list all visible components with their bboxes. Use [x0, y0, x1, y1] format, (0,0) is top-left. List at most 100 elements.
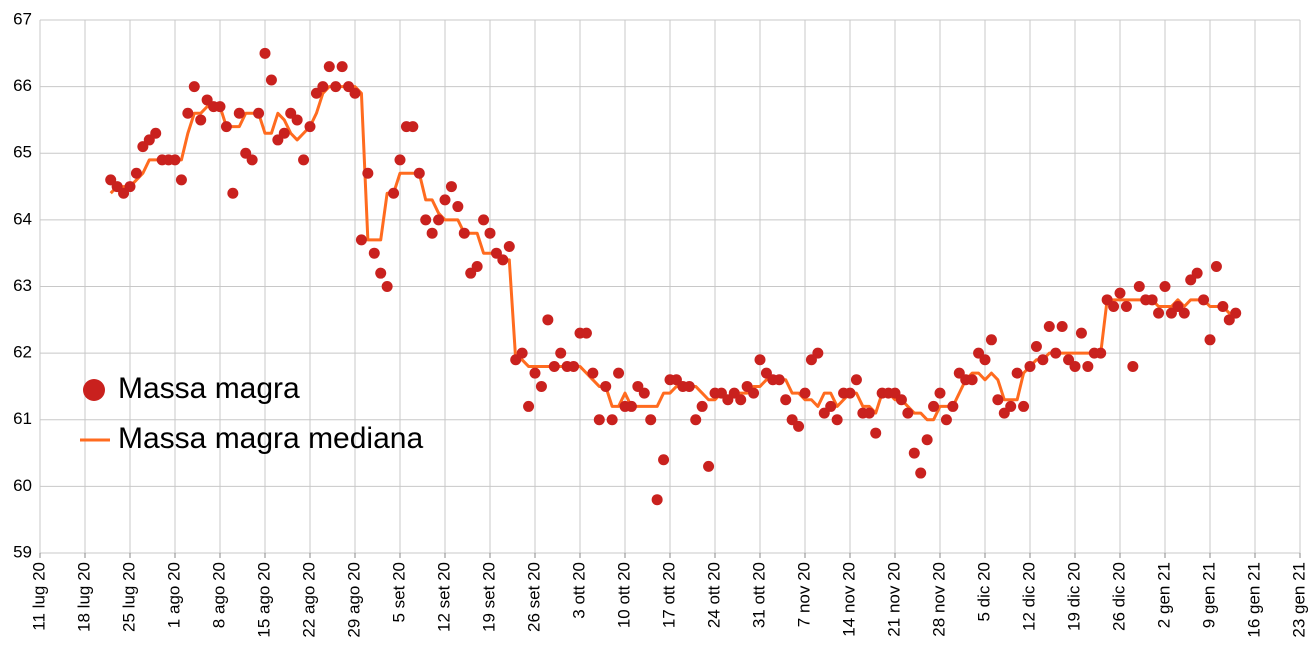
data-point [1108, 300, 1120, 312]
data-point [850, 374, 862, 386]
x-tick-label: 7 nov 20 [794, 562, 813, 627]
data-point [863, 407, 875, 419]
data-point [645, 414, 657, 426]
data-point [188, 81, 200, 93]
data-point [220, 121, 232, 133]
x-tick-label: 26 set 20 [524, 562, 543, 632]
data-point [638, 387, 650, 399]
data-point [1217, 300, 1229, 312]
y-tick-label: 59 [13, 542, 32, 561]
data-point [600, 380, 612, 392]
data-point [278, 127, 290, 139]
x-tick-label: 3 ott 20 [569, 562, 588, 619]
data-point [529, 367, 541, 379]
data-point [426, 227, 438, 239]
data-point [799, 387, 811, 399]
data-point [246, 154, 258, 166]
legend-text: Massa magra mediana [118, 422, 423, 455]
x-tick-label: 24 ott 20 [704, 562, 723, 628]
data-point [1005, 400, 1017, 412]
data-point [375, 267, 387, 279]
data-point [535, 380, 547, 392]
data-point [947, 400, 959, 412]
data-point [227, 187, 239, 199]
data-point [606, 414, 618, 426]
data-point [439, 194, 451, 206]
data-point [934, 387, 946, 399]
x-tick-label: 5 set 20 [389, 562, 408, 623]
data-point [368, 247, 380, 259]
data-point [1011, 367, 1023, 379]
data-point [754, 354, 766, 366]
x-tick-label: 29 ago 20 [344, 562, 363, 638]
data-point [150, 127, 162, 139]
data-point [394, 154, 406, 166]
data-point [1159, 281, 1171, 292]
data-point [407, 121, 419, 133]
legend-marker [83, 379, 105, 401]
x-tick-label: 12 dic 20 [1019, 562, 1038, 631]
y-tick-label: 64 [13, 209, 32, 228]
data-point [613, 367, 625, 379]
data-point [1075, 327, 1087, 339]
data-point [1198, 294, 1210, 306]
data-point [1120, 300, 1132, 312]
data-point [908, 447, 920, 459]
data-point [381, 281, 393, 292]
y-tick-label: 63 [13, 276, 32, 295]
x-tick-label: 10 ott 20 [614, 562, 633, 628]
x-tick-label: 19 set 20 [479, 562, 498, 632]
data-point [773, 374, 785, 386]
data-point [985, 334, 997, 346]
data-point [1210, 261, 1222, 273]
data-point [1069, 360, 1081, 372]
data-point [336, 61, 348, 73]
data-point [979, 354, 991, 366]
data-point [445, 181, 457, 193]
x-tick-label: 19 dic 20 [1064, 562, 1083, 631]
data-point [259, 47, 271, 59]
data-point [651, 494, 663, 506]
data-point [1030, 340, 1042, 352]
data-point [1146, 294, 1158, 306]
y-tick-label: 60 [13, 476, 32, 495]
data-point [1043, 320, 1055, 332]
data-point [735, 394, 747, 406]
data-point [124, 181, 136, 193]
data-point [195, 114, 207, 126]
x-tick-label: 25 lug 20 [119, 562, 138, 632]
data-point [516, 347, 528, 359]
x-tick-label: 11 lug 20 [29, 562, 48, 631]
data-point [214, 101, 226, 113]
data-point [1024, 360, 1036, 372]
data-point [349, 87, 361, 99]
y-tick-label: 66 [13, 76, 32, 95]
data-point [471, 261, 483, 273]
data-point [1037, 354, 1049, 366]
data-point [542, 314, 554, 326]
data-point [748, 387, 760, 399]
data-point [452, 201, 464, 213]
x-tick-label: 2 gen 21 [1154, 562, 1173, 628]
y-tick-label: 62 [13, 343, 32, 362]
data-point [323, 61, 335, 73]
data-point [130, 167, 142, 179]
data-point [1204, 334, 1216, 346]
data-point [1153, 307, 1165, 319]
data-point [420, 214, 432, 226]
x-tick-label: 1 ago 20 [164, 562, 183, 628]
data-point [1230, 307, 1242, 319]
data-point [580, 327, 592, 339]
x-tick-label: 12 set 20 [434, 562, 453, 632]
data-point [921, 434, 933, 446]
data-point [169, 154, 181, 166]
data-point [940, 414, 952, 426]
x-tick-label: 8 ago 20 [209, 562, 228, 628]
data-point [928, 400, 940, 412]
data-point [793, 420, 805, 432]
x-tick-label: 22 ago 20 [299, 562, 318, 638]
data-point [1191, 267, 1203, 279]
data-point [478, 214, 490, 226]
y-tick-label: 61 [13, 409, 32, 428]
